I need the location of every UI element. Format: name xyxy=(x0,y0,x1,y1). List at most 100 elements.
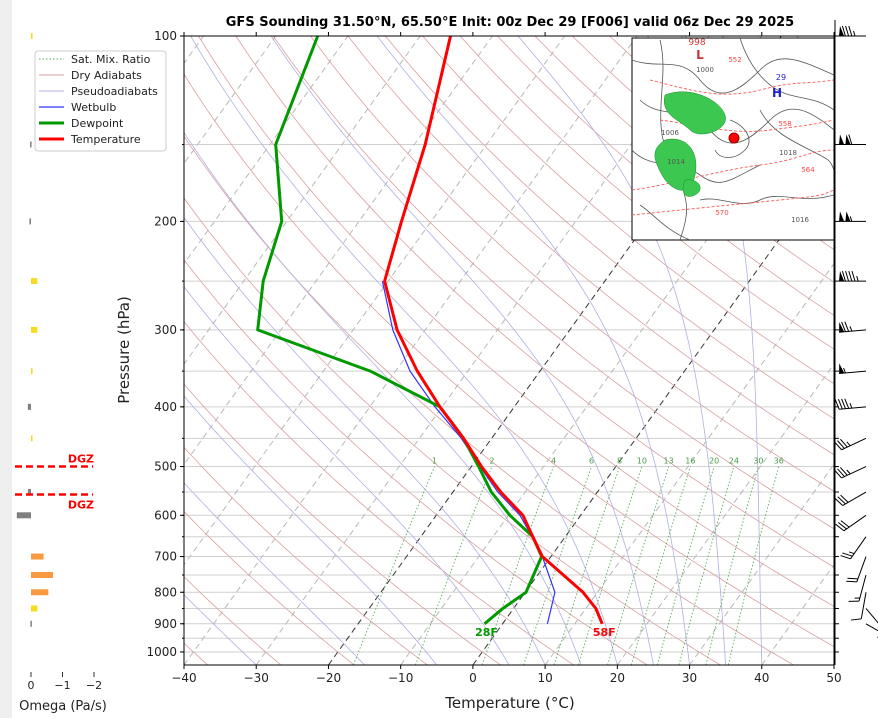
mixing-ratio-line xyxy=(630,466,691,665)
barb-full xyxy=(847,577,858,580)
wind-barb xyxy=(839,134,866,145)
isotherm-line xyxy=(184,36,421,365)
mixing-ratio-line xyxy=(352,466,436,665)
moist-adiabat-line xyxy=(517,36,727,665)
wind-barb xyxy=(846,556,867,583)
barb-full xyxy=(834,399,840,410)
wind-barb xyxy=(839,270,866,282)
dry-adiabat-line xyxy=(310,36,834,492)
height-contour xyxy=(649,79,834,95)
wind-barb xyxy=(834,398,867,410)
barb-pennant xyxy=(839,363,845,374)
x-tick-label: 10 xyxy=(537,671,552,685)
omega-bar xyxy=(31,553,44,560)
barb-full xyxy=(834,441,842,451)
map-label: 564 xyxy=(801,166,815,174)
barb-half xyxy=(846,469,851,475)
omega-bar xyxy=(30,141,32,148)
isobar-contour xyxy=(699,194,834,204)
x-tick-label: 0 xyxy=(469,671,477,685)
profiles xyxy=(256,36,604,625)
mixing-ratio-label: 16 xyxy=(685,457,695,466)
barb-full xyxy=(841,270,846,282)
dry-adiabat-line xyxy=(347,36,834,456)
barb-half xyxy=(846,441,851,447)
barb-pennant xyxy=(845,211,851,222)
omega-bar xyxy=(31,368,33,375)
barb-pennant xyxy=(845,134,851,145)
isobar-contour xyxy=(632,58,834,94)
barb-half xyxy=(843,367,846,374)
x-tick-label: −10 xyxy=(388,671,413,685)
barb-full xyxy=(837,496,846,505)
barb-full xyxy=(840,494,849,503)
isobar-contour xyxy=(739,38,834,111)
mixing-ratio-line xyxy=(678,466,735,665)
omega-bar xyxy=(27,403,31,410)
dry-adiabat-line xyxy=(184,197,721,665)
barb-full xyxy=(834,498,843,506)
wind-barb xyxy=(839,25,866,37)
barb-full xyxy=(846,580,857,583)
wind-barb xyxy=(865,623,878,632)
wind-barb xyxy=(839,363,867,374)
surface-annotations: 28F 58F xyxy=(475,626,616,639)
barb-staff xyxy=(839,406,867,410)
y-tick-label: 900 xyxy=(154,617,177,631)
barb-full xyxy=(851,270,856,282)
barb-full xyxy=(840,467,848,476)
x-tick-label: 50 xyxy=(826,671,841,685)
barb-half xyxy=(849,403,853,409)
dry-adiabat-line xyxy=(384,36,834,420)
barb-half xyxy=(856,275,859,282)
legend-box xyxy=(34,50,167,152)
moist-adiabat-line xyxy=(184,131,582,665)
y-axis-label: Pressure (hPa) xyxy=(115,296,133,404)
barb-full xyxy=(845,270,850,282)
barb-pennant xyxy=(839,26,845,36)
y-tick-label: 600 xyxy=(154,508,177,522)
isotherm-line xyxy=(184,36,493,466)
barb-staff xyxy=(856,556,867,583)
isotherm-line xyxy=(184,36,638,665)
barb-staff xyxy=(841,437,867,451)
mixing-ratio-label: 1 xyxy=(432,457,437,466)
legend-label: Dry Adiabats xyxy=(71,69,142,82)
wind-barb xyxy=(850,592,867,621)
wind-barb xyxy=(848,574,867,602)
map-label: 1006 xyxy=(661,129,679,137)
y-tick-label: 400 xyxy=(154,400,177,414)
omega-tick-label: 0 xyxy=(28,679,35,692)
omega-tick-label: −2 xyxy=(86,679,102,692)
moist-adiabat-line xyxy=(184,395,438,665)
wind-barb xyxy=(834,466,867,479)
mixing-ratio-label: 6 xyxy=(589,457,594,466)
barb-staff xyxy=(841,466,867,479)
omega-axis-label: Omega (Pa/s) xyxy=(19,699,107,714)
barb-full xyxy=(850,618,862,621)
barb-staff xyxy=(842,491,867,506)
wind-barb xyxy=(865,608,878,639)
mixing-ratio-label: 24 xyxy=(729,457,739,466)
mixing-ratio-line xyxy=(705,466,759,665)
mixing-ratio-line xyxy=(656,466,715,665)
barb-staff xyxy=(860,592,867,619)
moist-adiabat-line xyxy=(184,286,510,665)
mixing-ratio-line xyxy=(553,466,621,665)
barb-full xyxy=(834,469,842,479)
y-tick-label: 200 xyxy=(154,214,177,228)
map-label: 1000 xyxy=(696,66,714,74)
barb-full xyxy=(844,398,850,409)
barb-full xyxy=(841,321,846,332)
omega-tick-label: −1 xyxy=(54,679,70,692)
barb-pennant xyxy=(839,271,845,282)
map-label: 29 xyxy=(776,73,786,82)
wind-barb xyxy=(839,321,867,333)
axes: −40 −30 −20 −10 0 10 20 30 40 50 100 200 300 400 500 60… xyxy=(146,29,841,685)
precip-area xyxy=(682,179,701,197)
map-label: 998 xyxy=(688,38,705,48)
omega-bar xyxy=(31,571,54,578)
mixing-ratio-label: 36 xyxy=(774,457,784,466)
dgz-label: DGZ xyxy=(68,453,94,466)
